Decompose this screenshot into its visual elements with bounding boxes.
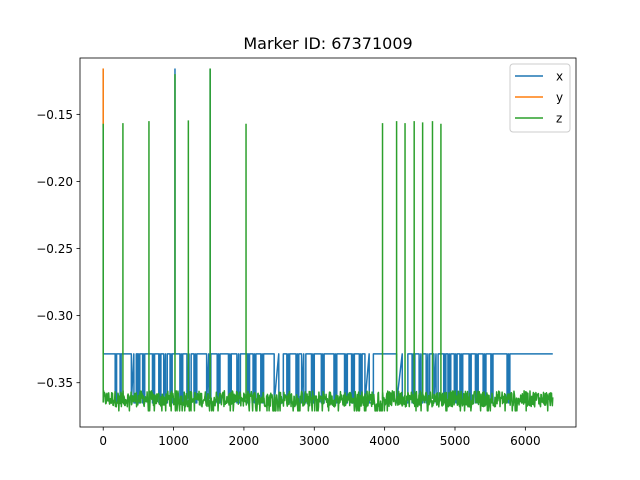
y-tick-label: −0.35: [36, 376, 73, 390]
x-tick-label: 2000: [229, 434, 260, 448]
y-tick-label: −0.30: [36, 309, 73, 323]
legend: xyz: [509, 63, 571, 133]
series-layer: [102, 68, 554, 412]
legend-label-z: z: [556, 112, 562, 126]
series-z-line: [102, 390, 554, 412]
plot-area-frame: [79, 57, 577, 428]
legend-box: [509, 63, 571, 133]
x-tick-label: 1000: [158, 434, 189, 448]
x-tick-label: 6000: [510, 434, 541, 448]
x-tick-label: 4000: [369, 434, 400, 448]
y-tick-label: −0.25: [36, 242, 73, 256]
y-tick-label: −0.15: [36, 108, 73, 122]
chart-title: Marker ID: 67371009: [243, 34, 412, 53]
x-tick-label: 3000: [299, 434, 330, 448]
legend-label-y: y: [556, 91, 563, 105]
y-tick-label: −0.20: [36, 175, 73, 189]
y-axis: −0.35 −0.30 −0.25 −0.20 −0.15: [36, 108, 80, 390]
legend-label-x: x: [556, 70, 563, 84]
x-tick-label: 0: [99, 434, 107, 448]
x-axis: 0 1000 2000 3000 4000 5000 6000: [99, 427, 541, 448]
x-tick-label: 5000: [440, 434, 471, 448]
